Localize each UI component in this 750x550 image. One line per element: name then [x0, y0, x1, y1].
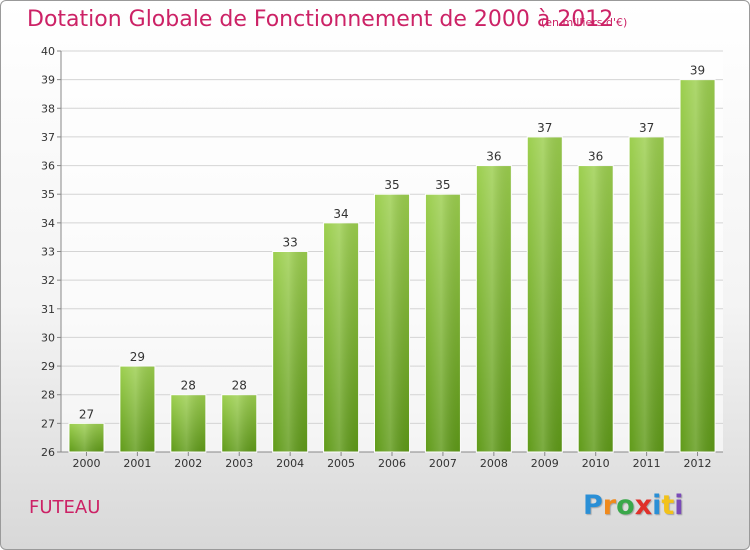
data-label: 29 [130, 350, 145, 364]
data-label: 34 [333, 207, 348, 221]
x-tick-label: 2001 [123, 457, 151, 470]
x-tick-label: 2012 [684, 457, 712, 470]
bar-shine [170, 394, 206, 452]
chart-title: Dotation Globale de Fonctionnement de 20… [27, 7, 614, 32]
bar-shine [425, 194, 461, 452]
y-tick-label: 40 [41, 45, 55, 58]
data-label: 27 [79, 407, 94, 421]
x-tick-label: 2010 [582, 457, 610, 470]
bar-shine [476, 165, 512, 453]
y-tick-label: 39 [41, 74, 55, 87]
bar-shine [119, 366, 155, 452]
bar-shine [68, 423, 104, 452]
x-tick-label: 2011 [633, 457, 661, 470]
proxiti-logo[interactable]: Proxiti [583, 490, 684, 521]
y-tick-label: 34 [41, 217, 55, 230]
bar-shine [374, 194, 410, 452]
x-tick-label: 2005 [327, 457, 355, 470]
data-label: 36 [486, 150, 501, 164]
x-tick-label: 2006 [378, 457, 406, 470]
y-tick-label: 35 [41, 188, 55, 201]
data-label: 37 [537, 121, 552, 135]
y-tick-label: 29 [41, 360, 55, 373]
x-tick-label: 2002 [174, 457, 202, 470]
y-tick-label: 37 [41, 131, 55, 144]
y-tick-label: 28 [41, 389, 55, 402]
commune-name: FUTEAU [29, 497, 101, 518]
data-label: 28 [232, 379, 247, 393]
bar-shine [527, 136, 563, 452]
bar-shine [323, 222, 359, 452]
y-tick-label: 32 [41, 274, 55, 287]
bar-shine [629, 136, 665, 452]
data-label: 35 [384, 178, 399, 192]
x-tick-label: 2003 [225, 457, 253, 470]
y-tick-label: 27 [41, 417, 55, 430]
bar-shine [272, 251, 308, 452]
bar-shine [578, 165, 614, 453]
y-tick-label: 38 [41, 102, 55, 115]
x-tick-label: 2000 [72, 457, 100, 470]
y-tick-label: 31 [41, 303, 55, 316]
x-tick-label: 2007 [429, 457, 457, 470]
y-tick-label: 33 [41, 246, 55, 259]
y-tick-label: 30 [41, 331, 55, 344]
bar-shine [221, 394, 257, 452]
chart-subtitle: (en milliers d'€) [541, 16, 628, 29]
bar-shine [680, 79, 716, 453]
data-label: 39 [690, 64, 705, 78]
data-label: 35 [435, 178, 450, 192]
x-tick-label: 2008 [480, 457, 508, 470]
data-label: 33 [283, 236, 298, 250]
x-tick-label: 2004 [276, 457, 304, 470]
data-label: 37 [639, 121, 654, 135]
data-label: 28 [181, 379, 196, 393]
data-label: 36 [588, 150, 603, 164]
y-tick-label: 26 [41, 446, 55, 459]
x-tick-label: 2009 [531, 457, 559, 470]
y-tick-label: 36 [41, 160, 55, 173]
